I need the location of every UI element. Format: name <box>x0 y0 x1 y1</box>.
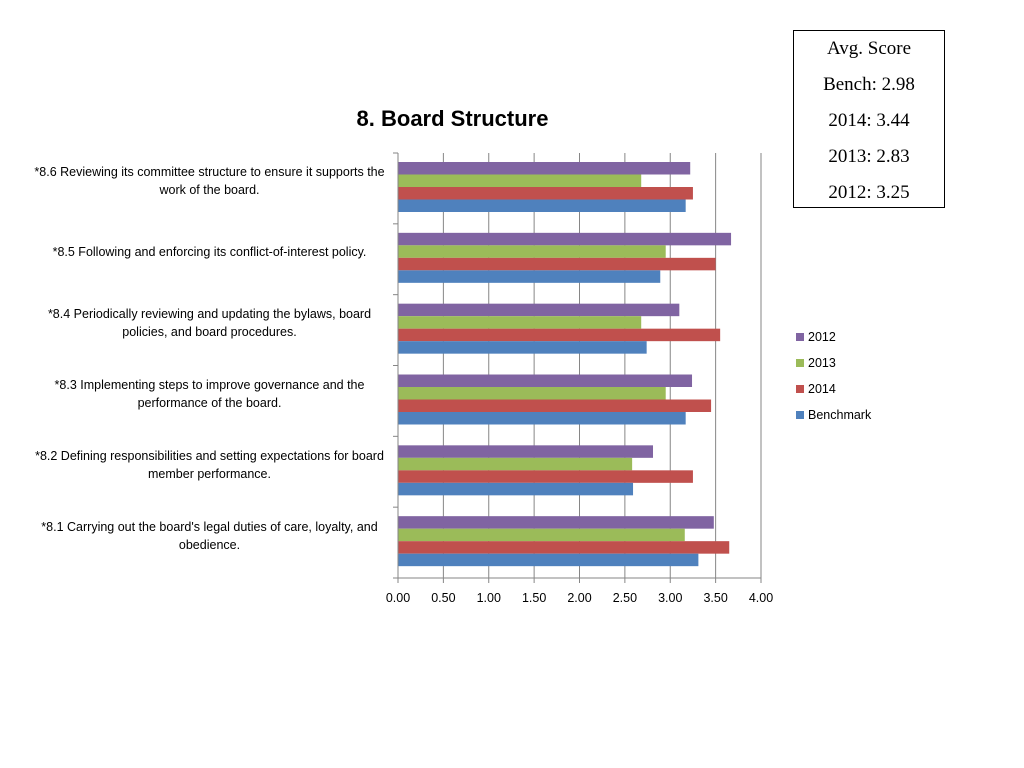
category-label: *8.1 Carrying out the board's legal duti… <box>41 519 378 552</box>
x-tick-label: 4.00 <box>749 591 773 605</box>
category-label: *8.3 Implementing steps to improve gover… <box>54 377 365 410</box>
legend-swatch <box>796 359 804 367</box>
x-tick-label: 2.50 <box>613 591 637 605</box>
bar-benchmark <box>398 482 634 496</box>
x-tick-label: 1.50 <box>522 591 546 605</box>
legend-label: 2012 <box>808 330 836 344</box>
bar-2013 <box>398 245 666 258</box>
x-tick-label: 2.00 <box>567 591 591 605</box>
bar-benchmark <box>398 553 699 567</box>
bar-2012 <box>398 232 732 246</box>
bar-2014 <box>398 187 693 200</box>
bar-2013 <box>398 387 666 400</box>
avg-score-heading: Avg. Score <box>826 38 912 59</box>
category-label: *8.5 Following and enforcing its conflic… <box>52 245 367 260</box>
avg-score-box: Avg. Score Bench: 2.98 2014: 3.44 2013: … <box>793 30 945 208</box>
bar-benchmark <box>398 341 647 354</box>
legend-label: 2014 <box>808 382 836 396</box>
bar-2012 <box>398 162 691 175</box>
legend-swatch <box>796 411 804 419</box>
legend-swatch <box>796 333 804 341</box>
bar-benchmark <box>398 412 686 425</box>
legend-swatch <box>796 385 804 393</box>
bar-2012 <box>398 374 693 387</box>
bar-2012 <box>398 445 654 458</box>
bar-2012 <box>398 303 680 317</box>
bar-2013 <box>398 528 685 542</box>
bar-2014 <box>398 399 712 412</box>
category-label: *8.2 Defining responsibilities and setti… <box>35 448 384 481</box>
legend-label: 2013 <box>808 356 836 370</box>
bar-benchmark <box>398 199 686 212</box>
x-tick-label: 1.00 <box>477 591 501 605</box>
bar-2014 <box>398 257 716 271</box>
x-tick-label: 0.50 <box>431 591 455 605</box>
bar-2013 <box>398 316 642 329</box>
x-tick-label: 3.50 <box>703 591 727 605</box>
bar-2012 <box>398 516 714 529</box>
bar-2013 <box>398 174 642 187</box>
category-label: *8.6 Reviewing its committee structure t… <box>34 165 385 198</box>
bar-2014 <box>398 470 693 483</box>
chart-title: 8. Board Structure <box>356 106 549 131</box>
category-label: *8.4 Periodically reviewing and updating… <box>47 307 372 340</box>
bar-2013 <box>398 457 633 471</box>
x-tick-label: 0.00 <box>386 591 410 605</box>
x-tick-label: 3.00 <box>658 591 682 605</box>
score-2012: 2012: 3.25 <box>828 182 910 203</box>
bar-2014 <box>398 328 721 342</box>
legend-label: Benchmark <box>808 408 872 422</box>
bar-benchmark <box>398 270 661 283</box>
bench-score: Bench: 2.98 <box>823 74 915 95</box>
score-2014: 2014: 3.44 <box>828 110 910 131</box>
bar-2014 <box>398 541 730 554</box>
score-2013: 2013: 2.83 <box>828 146 910 167</box>
